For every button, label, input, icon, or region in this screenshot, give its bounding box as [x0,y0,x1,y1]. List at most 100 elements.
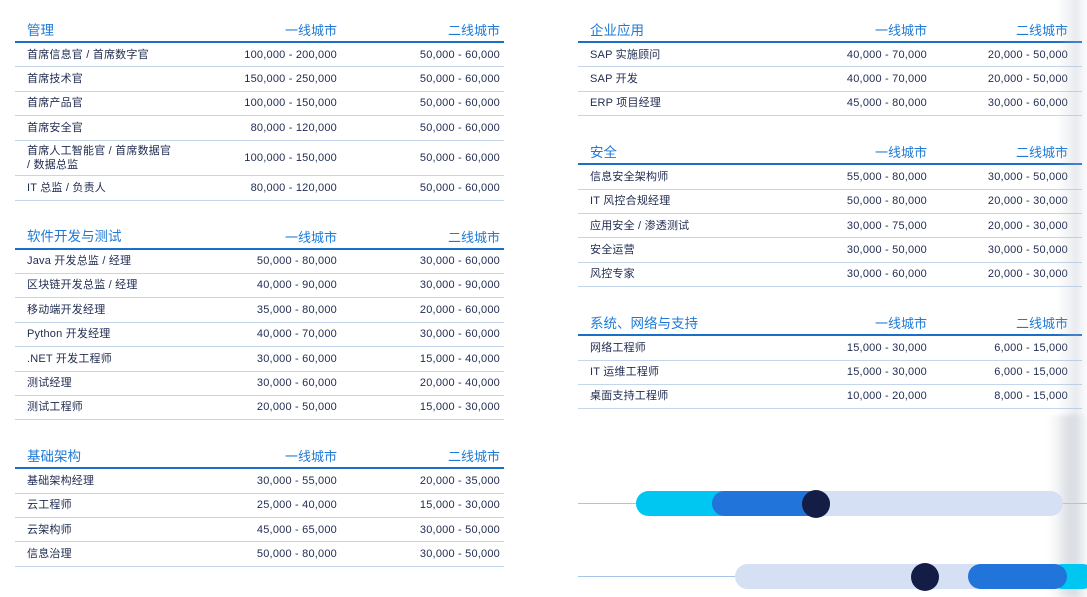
salary-tier2-value: 30,000 - 50,000 [987,243,1068,256]
left-column: 管理 一线城市 二线城市首席信息官 / 首席数字官 100,000 - 200,000… [15,22,504,567]
role-label: 网络工程师 [590,341,646,354]
table-row: 桌面支持工程师 10,000 - 20,000 8,000 - 15,000 [578,385,1082,410]
role-label: 风控专家 [590,268,635,281]
section-title: 基础架构 [27,448,81,464]
salary-tier2-value: 20,000 - 30,000 [987,268,1068,281]
role-label: IT 总监 / 负责人 [27,181,107,194]
salary-tier2-value: 20,000 - 40,000 [419,377,500,390]
salary-tier1-value: 30,000 - 55,000 [256,474,337,487]
salary-tier2-value: 30,000 - 60,000 [419,255,500,268]
table-header: 安全 一线城市 二线城市 [578,144,1082,166]
table-header: 管理 一线城市 二线城市 [15,22,504,43]
section-title: 系统、网络与支持 [590,315,698,331]
section-title: 企业应用 [590,22,644,38]
salary-tier2-value: 30,000 - 50,000 [987,170,1068,183]
column-header-tier1-cities: 一线城市 [874,145,927,161]
salary-tier2-value: 30,000 - 60,000 [419,328,500,341]
role-label: 信息安全架构师 [590,170,669,183]
salary-tier2-value: 50,000 - 60,000 [419,48,500,61]
decor-track-top [636,491,1063,516]
salary-tier2-value: 50,000 - 60,000 [419,72,500,85]
salary-tier1-value: 30,000 - 60,000 [256,352,337,365]
table-row: Java 开发总监 / 经理 50,000 - 80,000 30,000 - 60… [15,250,504,274]
salary-tier1-value: 35,000 - 80,000 [256,303,337,316]
salary-tier1-value: 100,000 - 200,000 [244,48,337,61]
table-row: 安全运营 30,000 - 50,000 30,000 - 50,000 [578,238,1082,263]
role-label: 区块链开发总监 / 经理 [27,279,138,292]
table-row: 首席技术官 150,000 - 250,000 50,000 - 60,000 [15,67,504,92]
salary-tier1-value: 30,000 - 60,000 [846,268,927,281]
table-row: Python 开发经理 40,000 - 70,000 30,000 - 60,00… [15,323,504,348]
salary-tier2-value: 30,000 - 60,000 [987,97,1068,110]
salary-tier1-value: 45,000 - 80,000 [846,97,927,110]
role-label: SAP 实施顾问 [590,48,661,61]
salary-tier2-value: 50,000 - 60,000 [419,151,500,164]
salary-tier1-value: 10,000 - 20,000 [846,390,927,403]
role-label: 移动端开发经理 [27,303,106,316]
salary-tier1-value: 15,000 - 30,000 [846,341,927,354]
decor-segment-blue-top [712,491,830,516]
table-row: IT 风控合规经理 50,000 - 80,000 20,000 - 30,000 [578,190,1082,214]
role-label: ERP 项目经理 [590,97,662,110]
table-row: 首席信息官 / 首席数字官 100,000 - 200,000 50,000 - 6… [15,43,504,68]
salary-tier1-value: 100,000 - 150,000 [244,151,337,164]
salary-tier2-value: 8,000 - 15,000 [994,390,1068,403]
table-row: IT 总监 / 负责人 80,000 - 120,000 50,000 - 60,0… [15,176,504,201]
section-title: 安全 [590,144,617,160]
salary-table: 软件开发与测试 一线城市 二线城市 Java 开发总监 / 经理 50,000 - 80… [15,229,504,421]
salary-tier1-value: 40,000 - 90,000 [256,279,337,292]
table-row: 首席安全官 80,000 - 120,000 50,000 - 60,000 [15,116,504,141]
table-row: 信息治理 50,000 - 80,000 30,000 - 50,000 [15,542,504,567]
table-row: 网络工程师 15,000 - 30,000 6,000 - 15,000 [578,336,1082,361]
salary-tier1-value: 15,000 - 30,000 [846,366,927,379]
salary-table: 基础架构 一线城市 二线城市 基础架构经理 30,000 - 55,000 20,000 … [15,448,504,567]
role-label: 安全运营 [590,243,635,256]
role-label: 云架构师 [27,523,72,536]
table-row: IT 运维工程师 15,000 - 30,000 6,000 - 15,000 [578,361,1082,385]
salary-tier2-value: 50,000 - 60,000 [419,121,500,134]
column-header-tier1-cities: 一线城市 [874,23,927,38]
column-header-tier1-cities: 一线城市 [874,316,927,332]
salary-tier2-value: 50,000 - 60,000 [419,181,500,194]
decor-line-left-bottom [578,576,735,577]
decor-line-left-top [578,503,637,504]
column-header-tier2-cities: 二线城市 [1015,145,1068,161]
decor-dot-top [802,489,830,518]
role-label: Java 开发总监 / 经理 [27,255,132,268]
salary-tier2-value: 30,000 - 90,000 [419,279,500,292]
role-label: 基础架构经理 [27,474,95,487]
salary-tier1-value: 30,000 - 60,000 [256,377,337,390]
role-label: 信息治理 [27,548,72,560]
role-label: 首席信息官 / 首席数字官 [27,48,149,61]
decor-segment-cyan-top [636,491,748,516]
decor-dot-bottom [911,562,939,591]
salary-tier1-value: 55,000 - 80,000 [846,170,927,183]
salary-table: 企业应用 一线城市 二线城市 SAP 实施顾问 40,000 - 70,000 20,00… [578,22,1082,117]
column-header-tier2-cities: 二线城市 [1015,23,1068,38]
table-row: 首席人工智能官 / 首席数据官 / 数据总监 100,000 - 150,000 5… [15,141,504,177]
role-label: IT 运维工程师 [590,366,660,379]
table-row: 信息安全架构师 55,000 - 80,000 30,000 - 50,000 [578,165,1082,190]
salary-table: 安全 一线城市 二线城市信息安全架构师 55,000 - 80,000 30,000 -… [578,144,1082,288]
table-row: SAP 实施顾问 40,000 - 70,000 20,000 - 50,000 [578,43,1082,68]
salary-tier1-value: 30,000 - 50,000 [846,243,927,256]
salary-tier2-value: 20,000 - 60,000 [419,303,500,316]
table-header: 基础架构 一线城市 二线城市 [15,448,504,470]
role-label: 桌面支持工程师 [590,390,669,403]
role-label: 云工程师 [27,499,72,512]
table-row: 风控专家 30,000 - 60,000 20,000 - 30,000 [578,263,1082,288]
section-title: 管理 [27,22,54,38]
salary-tier2-value: 30,000 - 50,000 [419,523,500,536]
salary-tier2-value: 15,000 - 30,000 [419,499,500,512]
decor-track-bottom [735,564,1087,589]
salary-tier1-value: 40,000 - 70,000 [256,328,337,341]
right-column: 企业应用 一线城市 二线城市 SAP 实施顾问 40,000 - 70,000 20,00… [578,22,1082,410]
role-label: 测试经理 [27,377,72,390]
role-label: 首席产品官 [27,97,83,110]
salary-tier1-value: 20,000 - 50,000 [256,401,337,414]
salary-tier1-value: 40,000 - 70,000 [846,48,927,61]
role-label: 首席技术官 [27,72,83,85]
column-header-tier1-cities: 一线城市 [284,229,337,245]
salary-tier2-value: 20,000 - 50,000 [987,48,1068,61]
